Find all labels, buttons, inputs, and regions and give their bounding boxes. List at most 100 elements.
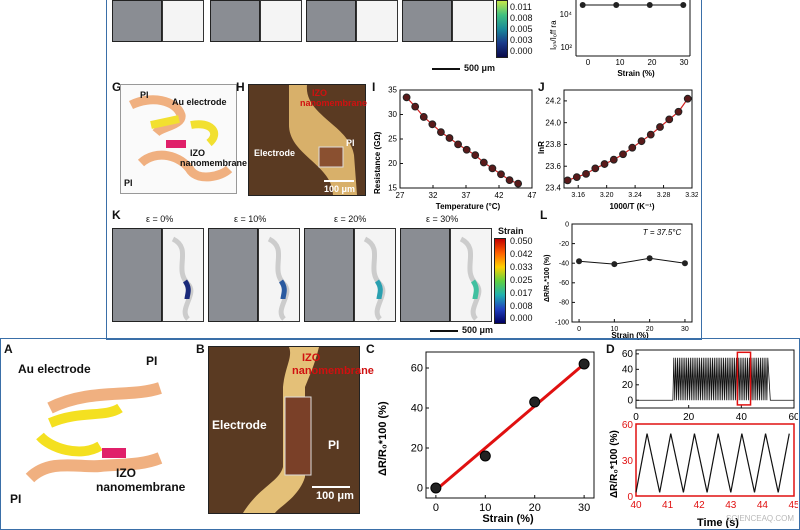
onoff-point <box>579 2 586 8</box>
strain-photo-2 <box>210 0 260 42</box>
panel-g-au: Au electrode <box>172 97 227 107</box>
chartL-xtick-label: 10 <box>610 326 618 333</box>
chartC-xtick-label: 10 <box>479 502 491 514</box>
chartC-point <box>430 482 442 494</box>
chartC-axes-frame <box>425 351 595 499</box>
panel-h-electrode: Electrode <box>254 148 296 158</box>
chartD-bottom-ytick: 60 <box>622 420 634 431</box>
chartD-bottom-signal <box>635 433 790 493</box>
chartD-bottom-xtick: 43 <box>725 500 737 511</box>
chartD-bottom-xtick: 44 <box>757 500 769 511</box>
chartI-ytick-label: 15 <box>388 184 397 193</box>
onoff-xtick: 10 <box>616 58 625 67</box>
chartJ-axes-frame <box>563 89 693 189</box>
onoff-point <box>613 2 620 8</box>
chartL-axes-frame <box>571 223 693 323</box>
panel-k-cbar-tick: 0.017 <box>510 288 533 298</box>
panel-a-diagram <box>10 348 184 504</box>
chartJ-ytick-label: 23.6 <box>545 162 561 171</box>
k-map-1 <box>162 228 204 322</box>
colorbar-top-tick: 0.003 <box>510 35 533 45</box>
chartI-ytick-label: 25 <box>388 135 397 144</box>
chartD-bottom-xtick: 40 <box>630 500 642 511</box>
panel-l-label: L <box>540 208 548 222</box>
chartD-bottom-frame <box>635 423 795 497</box>
chartL-ylabel: ΔR/R₀*100 (%) <box>544 255 551 302</box>
panel-k-cbar-tick: 0.050 <box>510 236 533 246</box>
chartJ-point <box>609 155 618 164</box>
chartJ-ytick-label: 24.2 <box>545 97 561 106</box>
chartC-point <box>578 358 590 370</box>
chartL-ytick-label: -80 <box>559 300 569 307</box>
chartJ-xtick-label: 3.16 <box>571 192 585 199</box>
k-map-4 <box>450 228 492 322</box>
chartL-point <box>646 255 653 262</box>
chartL-xtick-label: 20 <box>646 326 654 333</box>
chartI-point <box>497 170 505 179</box>
panel-j-label: J <box>538 80 545 94</box>
panel-b-scale: 100 μm <box>316 490 354 502</box>
chartJ-xtick-label: 3.24 <box>628 192 642 199</box>
panel-h-scalebar <box>324 180 354 182</box>
chartL-line <box>579 257 686 265</box>
panel-a-nano: nanomembrane <box>96 480 186 494</box>
chartD-zoom-box <box>736 351 752 406</box>
panel-k-cbar-tick: 0.000 <box>510 313 533 323</box>
chartI-xtick-label: 47 <box>528 191 537 200</box>
panel-g-pi-top: PI <box>140 90 149 100</box>
onoff-xtick: 0 <box>586 58 591 67</box>
panel-h-izo: IZO <box>312 88 327 98</box>
k-photo-4 <box>400 228 450 322</box>
panel-b-nano: nanomembrane <box>292 365 374 377</box>
chartL-xlabel: Strain (%) <box>611 331 649 340</box>
panel-k-strain-30: ε = 30% <box>426 214 459 224</box>
chartI-point <box>488 164 497 173</box>
chartJ-point <box>665 115 674 124</box>
chartJ-ytick-label: 24.0 <box>545 118 561 127</box>
chartI-point <box>479 158 488 167</box>
strain-map-4 <box>452 0 494 42</box>
chartJ-point <box>600 160 609 168</box>
k-photo-1 <box>112 228 162 322</box>
chartL-annotation: T = 37.5°C <box>643 228 682 237</box>
panel-k-cbar-title: Strain <box>498 226 524 236</box>
chartJ-xlabel: 1000/T (K⁻¹) <box>609 202 654 211</box>
chartI-point <box>505 176 514 185</box>
panel-g-pi-bottom: PI <box>124 178 133 188</box>
chartI-point <box>514 179 523 188</box>
chartD-top-ytick-label: 0 <box>627 396 633 407</box>
panel-a-pi-bottom: PI <box>10 492 22 506</box>
chartD-top-ytick-label: 60 <box>622 349 634 360</box>
panel-k-cbar-tick: 0.033 <box>510 262 533 272</box>
onoff-xtick: 20 <box>648 58 657 67</box>
chartD-bottom-xtick: 41 <box>662 500 674 511</box>
figure-frame-top <box>106 0 702 340</box>
panel-b-label: B <box>196 342 205 356</box>
onoff-point <box>680 2 687 8</box>
chartI-point <box>454 140 462 149</box>
chartI-ytick-label: 35 <box>388 86 397 95</box>
chartL-point <box>681 260 688 267</box>
panel-h-label: H <box>236 80 245 94</box>
panel-k-label: K <box>112 208 121 222</box>
chartD-top-ytick-label: 20 <box>622 380 634 391</box>
chartJ-point <box>582 169 590 178</box>
panel-b-electrode: Electrode <box>212 418 267 432</box>
chartI-xtick-label: 42 <box>495 191 504 200</box>
k-map-3 <box>354 228 396 322</box>
scalebar-top-line <box>432 68 460 70</box>
chartD-top-xtick-label: 0 <box>633 412 639 423</box>
panel-k-scale: 500 μm <box>462 325 494 335</box>
chartJ-point <box>563 176 572 185</box>
strain-map-3 <box>356 0 398 42</box>
panel-k-strain-0: ε = 0% <box>146 214 174 224</box>
chartC-ytick-label: 40 <box>411 403 423 415</box>
colorbar-top-tick: 0.005 <box>510 24 533 34</box>
chartJ-ytick-label: 23.4 <box>545 184 561 193</box>
panel-b-pi: PI <box>328 438 340 452</box>
chartL-ytick-label: -100 <box>555 319 569 326</box>
chartL-ytick-label: -60 <box>559 280 569 287</box>
chartJ-point <box>619 150 627 159</box>
k-photo-2 <box>208 228 258 322</box>
chartI-point <box>471 151 480 160</box>
